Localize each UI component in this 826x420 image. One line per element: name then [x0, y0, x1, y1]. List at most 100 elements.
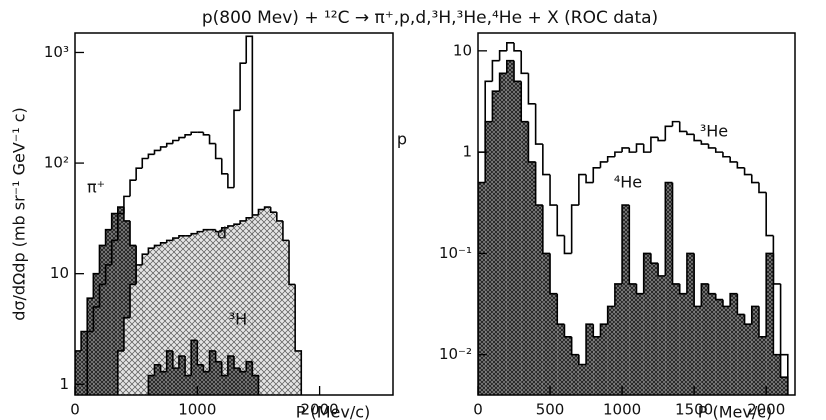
histogram-step: [202, 132, 210, 136]
histogram-step: [178, 136, 186, 141]
series-label: ⁴He: [614, 173, 642, 192]
histogram-step: [153, 364, 161, 376]
histogram-bin: [148, 248, 155, 395]
histogram-bin: [227, 356, 234, 395]
x-tick-label: 0: [473, 401, 483, 419]
histogram-bin: [234, 368, 241, 395]
histogram-bin: [535, 205, 543, 395]
histogram-step: [743, 167, 752, 176]
histogram-step: [245, 217, 253, 221]
histogram-bin: [215, 361, 222, 395]
histogram-step: [650, 253, 659, 265]
histogram-step: [202, 364, 210, 373]
histogram-step: [172, 237, 179, 241]
histogram-bin: [744, 324, 752, 395]
histogram-bin: [160, 371, 167, 395]
histogram-bin: [191, 340, 198, 395]
x-tick-label: 500: [536, 401, 565, 419]
histogram-step: [758, 182, 767, 194]
histogram-step: [214, 350, 222, 363]
histogram-step: [722, 299, 731, 308]
histogram-bin: [87, 298, 94, 395]
histogram-step: [227, 355, 234, 376]
histogram-bin: [105, 229, 112, 395]
histogram-bin: [564, 336, 572, 395]
histogram-bin: [672, 283, 680, 395]
histogram-step: [765, 252, 774, 337]
histogram-step: [750, 174, 759, 184]
histogram-step: [570, 204, 579, 254]
histogram-bin: [701, 283, 709, 395]
histogram-step: [263, 206, 271, 210]
histogram-step: [714, 293, 723, 301]
histogram-step: [239, 368, 247, 373]
histogram-step: [491, 59, 500, 82]
histogram-step: [671, 182, 680, 285]
histogram-step: [750, 305, 759, 325]
histogram-step: [606, 305, 615, 325]
histogram-step: [729, 156, 738, 163]
histogram-step: [678, 121, 687, 133]
histogram-bin: [542, 253, 551, 395]
histogram-step: [208, 350, 216, 372]
histogram-step: [220, 158, 228, 175]
histogram-step: [506, 42, 515, 51]
histogram-step: [599, 161, 608, 168]
histogram-step: [614, 151, 623, 157]
histogram-step: [513, 60, 522, 83]
histogram-bin: [629, 283, 637, 395]
histogram-bin: [270, 212, 277, 395]
histogram-step: [621, 204, 630, 284]
histogram-step: [556, 293, 565, 326]
histogram-step: [196, 340, 204, 366]
histogram-step: [159, 146, 167, 151]
histogram-bin: [514, 81, 522, 395]
histogram-step: [693, 253, 702, 308]
histogram-step: [159, 364, 167, 373]
x-tick-label: 1000: [603, 401, 641, 419]
histogram-step: [686, 131, 695, 136]
histogram-step: [147, 153, 155, 159]
histogram-bin: [191, 233, 198, 395]
histogram-step: [664, 125, 673, 141]
histogram-bin: [593, 336, 601, 395]
histogram-step: [642, 144, 651, 153]
histogram-step: [693, 134, 702, 142]
histogram-bin: [276, 220, 283, 395]
histogram-bin: [607, 306, 615, 395]
histogram-bin: [528, 161, 536, 395]
histogram-bin: [99, 245, 106, 395]
histogram-bin: [240, 371, 247, 395]
histogram-step: [153, 149, 161, 155]
histogram-step: [606, 155, 615, 162]
histogram-bin: [478, 182, 486, 395]
histogram-step: [239, 62, 247, 111]
histogram-step: [513, 42, 522, 52]
histogram-bin: [252, 375, 259, 395]
histogram-bin: [751, 306, 759, 395]
histogram-step: [478, 181, 486, 395]
histogram-step: [165, 142, 173, 147]
histogram-bin: [766, 253, 774, 395]
histogram-bin: [130, 284, 137, 395]
histogram-step: [635, 283, 644, 295]
histogram-step: [202, 228, 210, 232]
histogram-step: [585, 174, 594, 184]
series-label: d: [217, 224, 227, 243]
histogram-step: [233, 223, 241, 226]
histogram-step: [117, 212, 124, 241]
histogram-step: [758, 306, 767, 338]
y-tick-label: 10: [50, 264, 69, 282]
histogram-step: [123, 195, 131, 214]
histogram-step: [288, 240, 296, 286]
histogram-step: [269, 207, 277, 213]
histogram-step: [642, 252, 651, 294]
histogram-step: [282, 220, 290, 242]
x-axis-label: P (Mev/c): [698, 403, 773, 420]
histogram-step: [650, 136, 659, 153]
histogram-step: [599, 323, 608, 337]
histogram-step: [570, 336, 579, 356]
histogram-bin: [258, 209, 265, 395]
histogram-step: [743, 314, 752, 326]
